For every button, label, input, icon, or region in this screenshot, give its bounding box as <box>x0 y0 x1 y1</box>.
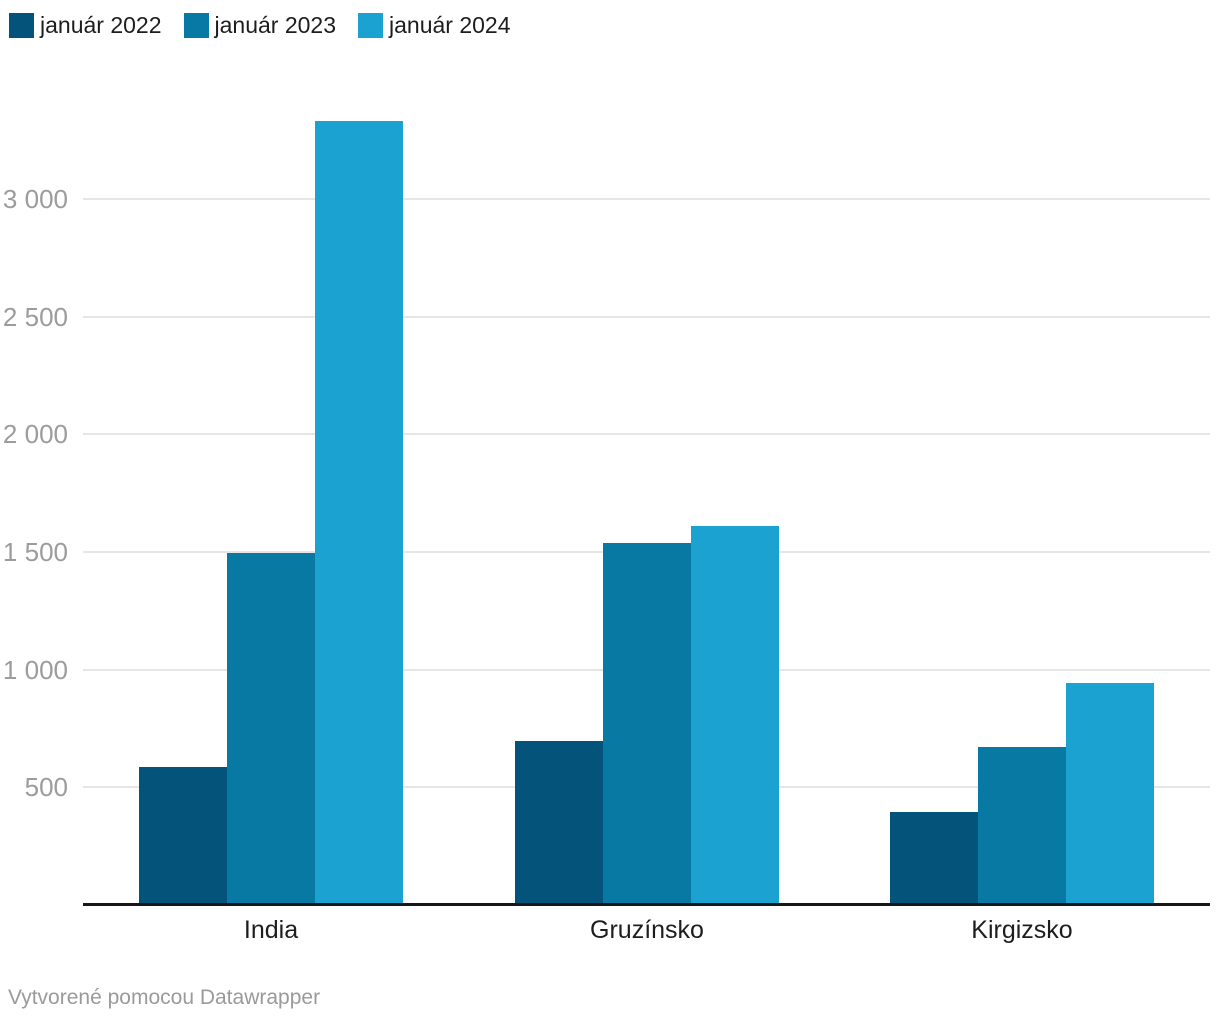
legend-swatch-januar-2023 <box>183 13 209 38</box>
x-axis-baseline <box>83 903 1210 906</box>
attribution: Vytvorené pomocou Datawrapper <box>8 986 321 1009</box>
legend-label: január 2022 <box>40 12 162 38</box>
x-category-label-kirgizsko: Kirgizsko <box>971 916 1073 944</box>
gridline-2000 <box>83 433 1210 436</box>
gridline-2500 <box>83 315 1210 318</box>
bar-kirgizsko-január-2022 <box>890 812 978 905</box>
gridline-3000 <box>83 197 1210 200</box>
bar-gruzínsko-január-2022 <box>515 741 603 905</box>
y-tick-label-2000: 2 000 <box>2 419 68 450</box>
y-tick-label-500: 500 <box>24 772 68 803</box>
bar-india-január-2024 <box>315 121 403 905</box>
bar-india-január-2023 <box>227 553 315 905</box>
legend-item-januar-2024: január 2024 <box>358 13 511 38</box>
y-tick-label-2500: 2 500 <box>2 301 68 332</box>
legend-label: január 2024 <box>389 12 511 38</box>
bar-gruzínsko-január-2024 <box>691 526 779 905</box>
x-category-label-gruzínsko: Gruzínsko <box>590 916 704 944</box>
y-tick-label-3000: 3 000 <box>2 183 68 214</box>
legend-item-januar-2023: január 2023 <box>183 12 337 38</box>
x-category-label-india: India <box>243 916 299 944</box>
legend: január 2022 január 2023 január 2024 <box>9 13 533 38</box>
legend-swatch-januar-2022 <box>9 13 34 38</box>
y-tick-label-1000: 1 000 <box>2 654 68 685</box>
bar-kirgizsko-január-2023 <box>978 747 1066 905</box>
bar-gruzínsko-január-2023 <box>603 543 691 905</box>
legend-item-januar-2022: január 2022 <box>9 13 162 38</box>
y-tick-label-1500: 1 500 <box>2 536 68 567</box>
legend-label: január 2023 <box>214 12 337 38</box>
bar-kirgizsko-január-2024 <box>1066 683 1154 905</box>
legend-swatch-januar-2024 <box>358 13 383 38</box>
bar-india-január-2022 <box>139 767 227 905</box>
